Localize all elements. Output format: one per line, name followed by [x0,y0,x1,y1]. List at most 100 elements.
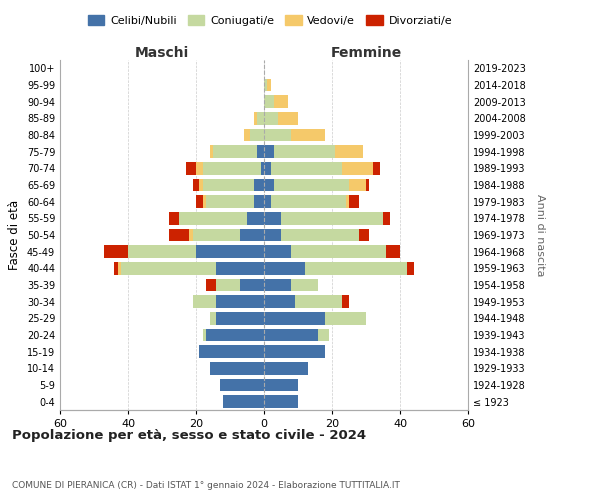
Bar [257,146,264,158]
Bar [260,162,264,174]
Bar [217,312,264,324]
Bar [209,312,217,324]
Bar [217,279,240,291]
Bar [281,229,359,241]
Bar [203,329,206,341]
Bar [257,112,264,124]
Bar [271,196,346,208]
Text: COMUNE DI PIERANICA (CR) - Dati ISTAT 1° gennaio 2024 - Elaborazione TUTTITALIA.: COMUNE DI PIERANICA (CR) - Dati ISTAT 1°… [12,481,400,490]
Bar [196,196,203,208]
Bar [291,246,386,258]
Bar [203,179,254,191]
Bar [264,229,281,241]
Bar [186,162,196,174]
Legend: Celibi/Nubili, Coniugati/e, Vedovi/e, Divorziati/e: Celibi/Nubili, Coniugati/e, Vedovi/e, Di… [83,10,457,30]
Bar [244,128,250,141]
Bar [264,396,298,408]
Bar [264,128,291,141]
Bar [209,146,213,158]
Bar [206,196,254,208]
Bar [325,312,366,324]
Bar [203,162,260,174]
Bar [104,246,128,258]
Bar [274,179,349,191]
Bar [264,279,291,291]
Bar [193,229,240,241]
Bar [247,212,264,224]
Bar [169,212,179,224]
Text: Maschi: Maschi [135,46,189,60]
Bar [268,79,271,92]
Bar [342,296,349,308]
Bar [291,279,319,291]
Bar [319,329,329,341]
Bar [264,196,271,208]
Bar [199,346,264,358]
Bar [179,212,247,224]
Bar [295,296,342,308]
Bar [264,112,278,124]
Bar [264,262,305,274]
Bar [264,162,271,174]
Bar [254,196,264,208]
Y-axis label: Fasce di età: Fasce di età [8,200,21,270]
Bar [121,262,217,274]
Bar [274,146,335,158]
Bar [271,162,342,174]
Bar [264,362,308,374]
Bar [217,296,264,308]
Bar [264,212,281,224]
Bar [128,246,196,258]
Bar [264,329,319,341]
Bar [291,128,325,141]
Bar [203,196,206,208]
Text: Femmine: Femmine [331,46,401,60]
Bar [373,162,380,174]
Bar [264,179,274,191]
Bar [346,196,349,208]
Bar [115,262,118,274]
Bar [366,179,370,191]
Bar [209,362,264,374]
Bar [349,196,359,208]
Bar [206,329,264,341]
Bar [196,162,203,174]
Bar [193,179,199,191]
Bar [264,96,274,108]
Bar [386,246,400,258]
Bar [193,296,217,308]
Bar [254,179,264,191]
Bar [223,396,264,408]
Bar [264,146,274,158]
Bar [199,179,203,191]
Bar [359,229,370,241]
Bar [278,112,298,124]
Bar [196,246,264,258]
Bar [213,146,257,158]
Bar [240,279,264,291]
Bar [250,128,264,141]
Bar [264,79,268,92]
Text: Popolazione per età, sesso e stato civile - 2024: Popolazione per età, sesso e stato civil… [12,430,366,442]
Bar [217,262,264,274]
Bar [349,179,366,191]
Bar [189,229,193,241]
Bar [264,346,325,358]
Bar [264,296,295,308]
Bar [206,279,217,291]
Y-axis label: Anni di nascita: Anni di nascita [535,194,545,276]
Bar [383,212,390,224]
Bar [305,262,407,274]
Bar [264,246,291,258]
Bar [264,379,298,391]
Bar [254,112,257,124]
Bar [118,262,121,274]
Bar [281,212,383,224]
Bar [342,162,373,174]
Bar [264,312,325,324]
Bar [220,379,264,391]
Bar [240,229,264,241]
Bar [335,146,362,158]
Bar [169,229,189,241]
Bar [274,96,288,108]
